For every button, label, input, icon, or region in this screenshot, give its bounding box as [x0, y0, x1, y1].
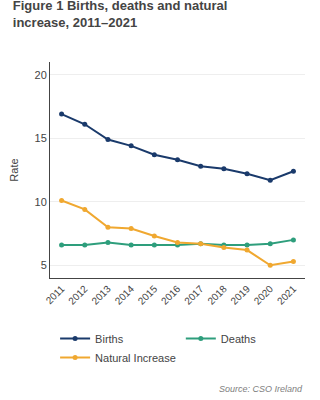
svg-text:2014: 2014	[113, 283, 137, 307]
svg-text:2018: 2018	[205, 283, 229, 307]
svg-text:2019: 2019	[228, 283, 252, 307]
svg-text:Source: CSO Ireland: Source: CSO Ireland	[219, 384, 303, 394]
svg-text:2017: 2017	[182, 283, 206, 307]
svg-text:Births: Births	[95, 333, 124, 345]
svg-text:Rate: Rate	[8, 158, 20, 181]
svg-text:2021: 2021	[275, 283, 299, 307]
svg-text:2012: 2012	[66, 283, 90, 307]
svg-text:Natural Increase: Natural Increase	[95, 352, 176, 364]
svg-text:20: 20	[35, 69, 47, 81]
svg-text:2013: 2013	[89, 283, 113, 307]
svg-text:2016: 2016	[159, 283, 183, 307]
svg-text:Figure 1 Births, deaths and na: Figure 1 Births, deaths and naturalincre…	[13, 0, 228, 30]
svg-text:5: 5	[41, 259, 47, 271]
svg-text:2011: 2011	[44, 283, 67, 306]
svg-text:2020: 2020	[252, 283, 276, 307]
svg-text:Deaths: Deaths	[221, 333, 256, 345]
svg-text:15: 15	[35, 132, 47, 144]
svg-text:10: 10	[35, 196, 47, 208]
svg-text:2015: 2015	[136, 283, 160, 307]
